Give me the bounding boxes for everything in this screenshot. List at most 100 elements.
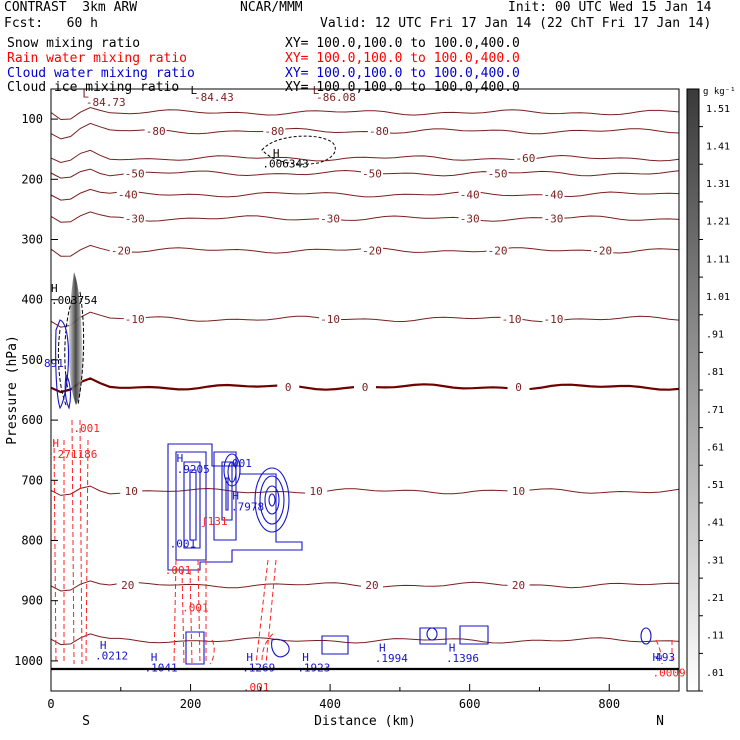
isotherm-label: -30: [320, 212, 340, 225]
field-extremum-label: .003754: [51, 294, 98, 307]
field-extremum-label: H: [51, 282, 58, 295]
isotherm-label-bg: [507, 485, 530, 498]
field-xy-snow: XY= 100.0,100.0 to 100.0,400.0: [285, 36, 520, 51]
isotherm-label: -10: [543, 313, 563, 326]
y-tick-label: 400: [21, 293, 43, 307]
field-extremum-label: H: [151, 651, 158, 664]
colorbar-unit: g kg⁻¹: [703, 87, 736, 97]
valid-time: Valid: 12 UTC Fri 17 Jan 14 (22 ChT Fri …: [320, 16, 712, 31]
field-extremum-label: H: [232, 490, 239, 503]
isotherm-label: -20: [111, 244, 131, 257]
isotherm-label: 0: [362, 381, 369, 394]
field-extremum-label: .001: [225, 457, 252, 470]
field-extremum-label: .001: [243, 681, 270, 694]
isotherm-label-bg: [458, 188, 481, 201]
field-extremum-label: -86.08: [316, 91, 356, 104]
x-tick-label: 800: [598, 697, 620, 711]
field-extremum-label: L: [82, 87, 89, 100]
temperature-contours: -80 -80 -80 -60 -50 -50 -50 -40 -40 -40 -30 -30 -30 -…: [51, 106, 679, 646]
temperature-isotherm: [51, 188, 679, 201]
colorbar-tick-label: 1.21: [706, 217, 730, 228]
isotherm-label-bg: [123, 312, 146, 325]
y-tick-label: 1000: [14, 654, 43, 668]
isotherm-label-bg: [319, 312, 342, 325]
colorbar-tick-label: 1.11: [706, 254, 730, 265]
field-extremum-label: H: [449, 641, 456, 654]
field-extremum-label: H: [100, 639, 107, 652]
field-extremum-label: ʃ131: [201, 515, 228, 528]
temperature-isotherm: [51, 211, 679, 223]
y-tick-label: 800: [21, 534, 43, 548]
y-tick-label: 300: [21, 233, 43, 247]
x-axis-start-label: S: [82, 714, 90, 729]
cloud-ice-column: [68, 272, 83, 405]
colorbar: 1.51 1.41 1.31 1.21 1.11 1.01 .91 .81 .71 .61 .51.…: [686, 87, 736, 692]
field-extremum-label: 493: [655, 651, 675, 664]
isotherm-label: -30: [543, 212, 563, 225]
y-tick-label: 100: [21, 112, 43, 126]
isotherm-label: 20: [121, 579, 134, 592]
isotherm-label-bg: [109, 244, 132, 257]
field-label-rain: Rain water mixing ratio: [7, 51, 188, 66]
field-extremum-label: -84.73: [86, 96, 126, 109]
x-tick-label: 200: [180, 697, 202, 711]
cloud-water-cells: [55, 319, 652, 665]
field-extremum-label: .1994: [375, 652, 408, 665]
isotherm-label-bg: [360, 579, 383, 592]
y-tick-label: 700: [21, 473, 43, 487]
temperature-isotherm: [51, 149, 679, 164]
colorbar-tick-label: .41: [706, 518, 724, 529]
forecast-hour: Fcst: 60 h: [4, 16, 98, 31]
colorbar-tick-label: .81: [706, 367, 724, 378]
isotherm-label-bg: [116, 188, 139, 201]
plot-frame: [50, 88, 680, 692]
field-label-cloud-ice: Cloud ice mixing ratio: [7, 80, 180, 95]
colorbar-tick-label: .61: [706, 442, 724, 453]
field-xy-rain: XY= 100.0,100.0 to 100.0,400.0: [285, 51, 520, 66]
colorbar-tick-label: .51: [706, 480, 724, 491]
colorbar-tick-label: 1.01: [706, 292, 730, 303]
field-label-cloud-water: Cloud water mixing ratio: [7, 66, 195, 81]
isotherm-label: 10: [310, 485, 323, 498]
isotherm-label-bg: [305, 485, 328, 498]
isotherm-label: -10: [125, 313, 145, 326]
colorbar-tick-label: .01: [706, 668, 724, 679]
isotherm-label: -20: [362, 244, 382, 257]
isotherm-label-bg: [319, 212, 342, 225]
x-axis-title: Distance (km): [314, 714, 416, 729]
isotherm-label-bg: [458, 212, 481, 225]
isotherm-label-bg: [514, 152, 537, 165]
isotherm-label-bg: [360, 167, 383, 180]
isotherm-label: -20: [592, 244, 612, 257]
isotherm-label: 0: [515, 381, 522, 394]
isotherm-label-bg: [486, 167, 509, 180]
isotherm-label: -50: [488, 167, 508, 180]
field-extremum-label: .001: [182, 602, 209, 615]
isotherm-label-bg: [120, 485, 143, 498]
colorbar-tick-label: .71: [706, 405, 724, 416]
field-extremum-label: .0212: [95, 650, 128, 663]
isotherm-label-bg: [486, 244, 509, 257]
isotherm-label-bg: [123, 167, 146, 180]
temperature-isotherm: [51, 106, 679, 121]
isotherm-label: -30: [460, 212, 480, 225]
temperature-isotherm: [51, 485, 679, 496]
y-axis-title: Pressure (hPa): [5, 335, 20, 445]
isotherm-label: -80: [264, 125, 284, 138]
isotherm-label: -80: [369, 125, 389, 138]
colorbar-tick-label: .21: [706, 593, 724, 604]
colorbar-tick-label: .11: [706, 631, 724, 642]
isotherm-label: -60: [516, 152, 536, 165]
y-tick-label: 900: [21, 594, 43, 608]
isotherm-label: -10: [320, 313, 340, 326]
field-label-snow: Snow mixing ratio: [7, 36, 141, 51]
field-extremum-label: L: [191, 84, 198, 97]
field-extremum-label: .001: [73, 422, 100, 435]
isotherm-label-bg: [360, 244, 383, 257]
colorbar-tick-label: 1.41: [706, 141, 730, 152]
field-extremum-label: H: [177, 452, 184, 465]
colorbar-tick-label: 1.31: [706, 179, 730, 190]
temperature-isotherm: [51, 633, 679, 646]
rain-water-dashed: [53, 419, 673, 665]
